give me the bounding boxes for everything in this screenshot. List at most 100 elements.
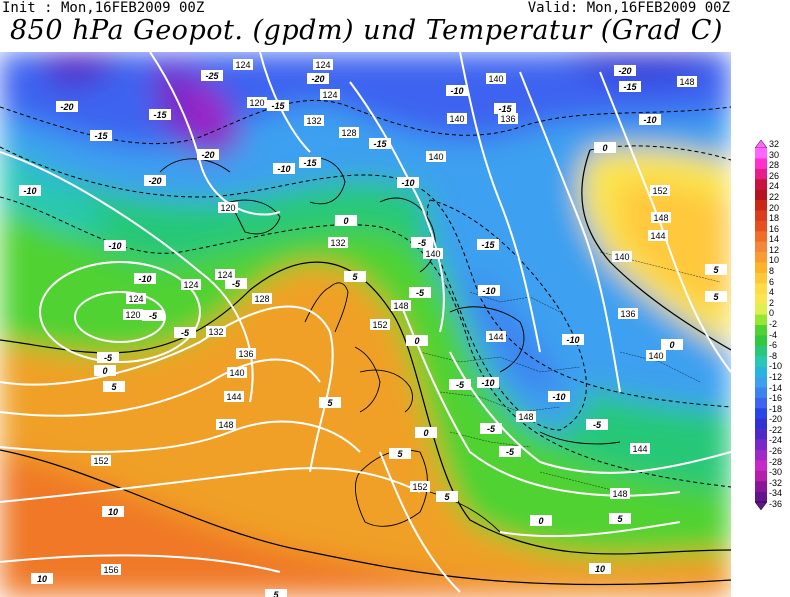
colorbar-label: -10 — [769, 361, 783, 372]
temp-label: -15 — [477, 239, 499, 250]
temp-label: -10 — [134, 273, 156, 284]
colorbar-label: 12 — [769, 244, 780, 255]
svg-text:140: 140 — [648, 351, 663, 361]
temp-label: -25 — [201, 70, 223, 81]
svg-text:0: 0 — [343, 216, 348, 226]
geopot-label: 148 — [391, 300, 411, 311]
geopot-label: 140 — [646, 350, 666, 361]
svg-text:-5: -5 — [487, 424, 496, 434]
geopot-label: 124 — [313, 59, 333, 70]
temp-label: -15 — [267, 100, 289, 111]
svg-text:124: 124 — [315, 60, 330, 70]
svg-text:140: 140 — [425, 249, 440, 259]
temp-label: -5 — [225, 278, 247, 289]
geopot-label: 132 — [206, 326, 226, 337]
geopot-label: 152 — [91, 455, 111, 466]
colorbar-bottom-arrow — [755, 501, 767, 510]
geopot-label: 152 — [370, 319, 390, 330]
colorbar-label: -32 — [769, 477, 783, 488]
colorbar-swatch — [755, 272, 767, 284]
colorbar-label: 26 — [769, 170, 780, 181]
svg-text:152: 152 — [372, 320, 387, 330]
geopot-label: 148 — [516, 411, 536, 422]
colorbar-label: 32 — [769, 139, 780, 149]
svg-text:-15: -15 — [153, 110, 167, 120]
geopot-label: 124 — [233, 59, 253, 70]
colorbar-swatch — [755, 408, 767, 420]
geopot-label: 124 — [320, 89, 340, 100]
colorbar-label: -24 — [769, 435, 783, 446]
svg-text:144: 144 — [650, 231, 665, 241]
colorbar-swatch — [755, 356, 767, 367]
geopot-label: 120 — [218, 202, 238, 213]
svg-text:124: 124 — [128, 294, 143, 304]
colorbar-label: -26 — [769, 446, 783, 457]
svg-text:-10: -10 — [277, 164, 290, 174]
svg-text:-5: -5 — [506, 447, 515, 457]
geopot-label: 144 — [486, 331, 506, 342]
svg-text:10: 10 — [108, 507, 118, 517]
svg-text:5: 5 — [111, 382, 117, 392]
colorbar-swatch — [755, 449, 767, 461]
temp-label: -5 — [499, 446, 521, 457]
temp-label: -15 — [90, 130, 112, 141]
temp-label: -10 — [562, 334, 584, 345]
svg-text:-10: -10 — [566, 335, 579, 345]
colorbar-swatch — [755, 168, 767, 180]
svg-text:-15: -15 — [94, 131, 108, 141]
svg-text:148: 148 — [518, 412, 533, 422]
colorbar-swatch — [755, 335, 767, 347]
temp-label: 0 — [530, 515, 552, 526]
colorbar-label: 30 — [769, 149, 780, 160]
temp-label: 0 — [594, 142, 616, 153]
colorbar-swatch — [755, 262, 767, 274]
temp-label: -15 — [299, 157, 321, 168]
svg-text:-10: -10 — [482, 286, 495, 296]
svg-text:-20: -20 — [148, 176, 161, 186]
geopot-label: 124 — [215, 269, 235, 280]
geopot-label: 120 — [247, 97, 267, 108]
svg-text:-5: -5 — [104, 353, 113, 363]
temp-label: -10 — [397, 177, 419, 188]
geopot-label: 132 — [328, 237, 348, 248]
svg-text:0: 0 — [538, 516, 543, 526]
colorbar-label: -20 — [769, 414, 783, 425]
valid-time: Valid: Mon,16FEB2009 00Z — [527, 0, 730, 16]
geopot-label: 124 — [181, 279, 201, 290]
colorbar-swatch — [755, 189, 767, 201]
geopot-label: 140 — [612, 251, 632, 262]
geopot-label: 140 — [227, 367, 247, 378]
geopot-label: 140 — [423, 248, 443, 259]
temp-label: -5 — [480, 423, 502, 434]
colorbar-swatch — [755, 418, 767, 430]
geopot-label: 136 — [236, 348, 256, 359]
colorbar-label: 8 — [769, 266, 775, 277]
temp-label: -5 — [409, 287, 431, 298]
temp-label: 10 — [589, 563, 611, 574]
svg-text:132: 132 — [208, 327, 223, 337]
colorbar-swatch — [755, 397, 767, 409]
colorbar-label: -18 — [769, 403, 783, 414]
svg-text:0: 0 — [602, 143, 607, 153]
colorbar-swatch — [755, 293, 767, 305]
temp-label: -15 — [619, 81, 641, 92]
temp-label: 5 — [609, 513, 631, 524]
temp-label: -10 — [446, 85, 468, 96]
temp-label: -5 — [449, 379, 471, 390]
colorbar-label: 28 — [769, 160, 780, 171]
svg-text:5: 5 — [713, 265, 719, 275]
svg-text:-10: -10 — [450, 86, 463, 96]
svg-text:124: 124 — [183, 280, 198, 290]
temp-label: -5 — [142, 310, 164, 321]
temp-label: 5 — [344, 271, 366, 282]
temp-label: -10 — [19, 185, 41, 196]
colorbar-swatches — [755, 148, 767, 503]
svg-text:152: 152 — [652, 186, 667, 196]
svg-text:10: 10 — [37, 574, 47, 584]
colorbar-label: 16 — [769, 223, 780, 234]
svg-text:136: 136 — [500, 114, 515, 124]
temp-label: -10 — [104, 240, 126, 251]
svg-text:-5: -5 — [593, 420, 602, 430]
colorbar-label: 0 — [769, 308, 775, 319]
svg-text:-15: -15 — [303, 158, 317, 168]
